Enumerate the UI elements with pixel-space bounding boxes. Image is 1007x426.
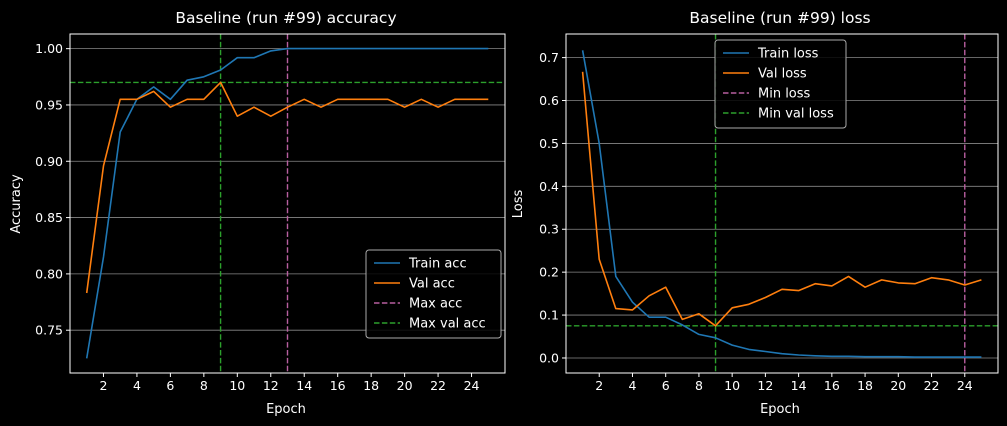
accuracy-y-tick-label: 0.75 (35, 323, 63, 338)
loss-x-tick-label: 24 (957, 378, 973, 393)
accuracy-x-axis-label: Epoch (266, 402, 306, 417)
loss-x-tick-label: 16 (824, 378, 840, 393)
accuracy-x-tick-label: 20 (397, 378, 413, 393)
accuracy-legend-label: Train acc (408, 257, 467, 272)
loss-plot-frame (565, 33, 999, 374)
loss-legend-label: Min loss (758, 87, 811, 102)
accuracy-legend-label: Val acc (409, 277, 455, 292)
loss-series-train-loss (581, 50, 982, 358)
loss-y-tick-label: 0.5 (539, 136, 559, 151)
loss-y-tick-label: 0.0 (539, 350, 559, 365)
loss-x-tick-label: 8 (695, 378, 703, 393)
loss-x-tick-label: 10 (724, 378, 740, 393)
accuracy-series (85, 47, 489, 359)
accuracy-legend-label: Max acc (409, 297, 462, 312)
accuracy-y-axis-label: Accuracy (9, 174, 24, 234)
loss-y-tick-label: 0.7 (539, 50, 559, 65)
accuracy-x-tick-label: 18 (363, 378, 379, 393)
loss-y-tick-label: 0.4 (539, 179, 559, 194)
loss-x-tick-label: 12 (757, 378, 773, 393)
accuracy-x-tick-label: 6 (166, 378, 174, 393)
accuracy-x-tick-label: 16 (330, 378, 346, 393)
loss-x-tick-label: 4 (628, 378, 636, 393)
accuracy-ticks: 2 4 6 8 10 12 14 16 18 20 22 240.750.800.850.900.95… (35, 41, 479, 393)
loss-series (581, 50, 982, 358)
loss-x-tick-label: 14 (791, 378, 807, 393)
accuracy-chart-title: Baseline (run #99) accuracy (175, 9, 396, 27)
loss-x-tick-label: 18 (857, 378, 873, 393)
accuracy-legend-box (365, 249, 502, 339)
accuracy-x-tick-label: 24 (464, 378, 480, 393)
accuracy-chart: Baseline (run #99) accuracy Epoch Accura… (9, 9, 506, 417)
loss-legend: Train loss Val loss Min loss Min val loss (714, 39, 847, 129)
accuracy-x-tick-label: 22 (430, 378, 446, 393)
accuracy-plot-frame (69, 33, 506, 374)
accuracy-series-val-acc (85, 81, 489, 294)
accuracy-legend: Train acc Val acc Max acc Max val acc (365, 249, 502, 339)
loss-legend-label: Train loss (757, 47, 819, 62)
loss-x-tick-label: 22 (924, 378, 940, 393)
accuracy-y-tick-label: 1.00 (35, 41, 63, 56)
accuracy-x-tick-label: 12 (263, 378, 279, 393)
accuracy-x-tick-label: 4 (133, 378, 141, 393)
loss-x-tick-label: 2 (595, 378, 603, 393)
accuracy-y-tick-label: 0.80 (35, 266, 63, 281)
accuracy-y-tick-label: 0.95 (35, 97, 63, 112)
loss-y-tick-label: 0.1 (539, 308, 559, 323)
loss-y-tick-label: 0.3 (539, 222, 559, 237)
loss-x-tick-label: 20 (890, 378, 906, 393)
accuracy-y-tick-label: 0.85 (35, 210, 63, 225)
loss-y-tick-label: 0.2 (539, 265, 559, 280)
loss-x-axis-label: Epoch (760, 402, 800, 417)
accuracy-y-tick-label: 0.90 (35, 154, 63, 169)
accuracy-x-tick-label: 14 (296, 378, 312, 393)
loss-x-tick-label: 6 (662, 378, 670, 393)
loss-chart-title: Baseline (run #99) loss (689, 9, 870, 27)
accuracy-reference-lines (70, 34, 505, 373)
loss-legend-box (714, 39, 847, 129)
accuracy-series-train-acc (85, 47, 489, 359)
loss-series-val-loss (581, 71, 982, 327)
accuracy-x-tick-label: 8 (200, 378, 208, 393)
loss-y-tick-label: 0.6 (539, 93, 559, 108)
loss-legend-label: Min val loss (758, 107, 834, 122)
accuracy-x-tick-label: 2 (99, 378, 107, 393)
accuracy-x-tick-label: 10 (229, 378, 245, 393)
loss-y-axis-label: Loss (511, 190, 526, 219)
accuracy-legend-label: Max val acc (409, 317, 486, 332)
loss-legend-label: Val loss (758, 67, 807, 82)
loss-ticks: 2 4 6 8 10 12 14 16 18 20 22 240.00.10.20.30.40.50.… (539, 50, 973, 393)
